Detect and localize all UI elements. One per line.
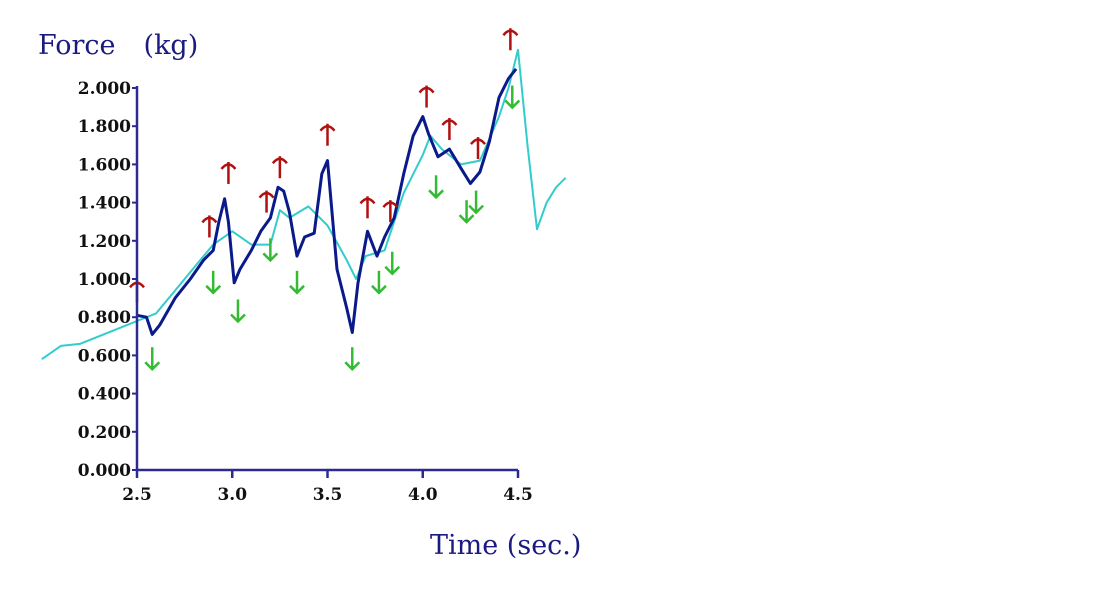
peak-up-arrow-icon xyxy=(201,215,218,238)
y-tick-label: 1.000 xyxy=(78,270,131,290)
peak-up-arrow-icon xyxy=(502,28,519,51)
trough-down-arrow-icon xyxy=(230,299,246,324)
x-tick-label: 2.5 xyxy=(122,485,152,505)
y-tick-label: 1.200 xyxy=(78,232,131,252)
trough-down-arrow-icon xyxy=(458,200,475,224)
y-tick-label: 1.800 xyxy=(78,117,131,137)
peak-up-arrow-icon xyxy=(359,196,376,219)
y-tick-label: 0.800 xyxy=(78,308,131,328)
y-tick-label: 0.200 xyxy=(78,423,131,443)
axes: 0.000 0.200 0.400 0.600 0.800 1.000 1.200 1.400… xyxy=(78,79,533,505)
raw-series-line xyxy=(136,67,518,336)
peak-up-arrow-icon xyxy=(319,123,336,146)
plot-series xyxy=(41,48,567,361)
peak-up-arrow-icon xyxy=(441,118,458,141)
x-tick-label: 4.0 xyxy=(408,485,438,505)
peak-up-arrow-icon xyxy=(382,200,399,223)
trough-down-arrow-icon xyxy=(384,251,401,276)
trough-down-arrow-icon xyxy=(144,347,161,371)
y-axis-title: Force (kg) xyxy=(38,30,198,61)
y-axis-label: Force xyxy=(38,30,116,61)
trough-down-arrow-icon xyxy=(428,175,444,200)
y-axis-unit: (kg) xyxy=(143,30,199,61)
x-tick-label: 3.0 xyxy=(217,485,247,505)
y-tick-label: 1.600 xyxy=(78,155,131,175)
trough-down-arrow-icon xyxy=(504,85,521,110)
x-tick-label: 4.5 xyxy=(503,485,533,505)
y-tick-label: 2.000 xyxy=(78,79,131,99)
trough-down-arrow-icon xyxy=(262,238,279,263)
x-tick-label: 3.5 xyxy=(313,485,343,505)
y-tick-label: 0.000 xyxy=(78,461,131,481)
trough-down-arrow-icon xyxy=(344,347,361,371)
y-tick-label: 0.600 xyxy=(78,346,131,366)
peak-up-arrow-icon xyxy=(258,190,275,213)
trough-down-arrow-icon xyxy=(205,270,222,295)
trough-down-arrow-icon xyxy=(468,190,484,215)
peak-up-arrow-icon xyxy=(271,156,288,179)
y-tick-label: 1.400 xyxy=(78,194,131,214)
peak-trough-markers xyxy=(129,28,521,371)
trough-down-arrow-icon xyxy=(289,270,305,295)
peak-up-arrow-icon xyxy=(470,137,486,160)
x-axis-title: Time (sec.) xyxy=(430,530,582,561)
peak-up-arrow-icon xyxy=(220,161,237,184)
trough-down-arrow-icon xyxy=(371,270,387,295)
peak-up-arrow-icon xyxy=(418,85,435,108)
y-tick-label: 0.400 xyxy=(78,385,131,405)
